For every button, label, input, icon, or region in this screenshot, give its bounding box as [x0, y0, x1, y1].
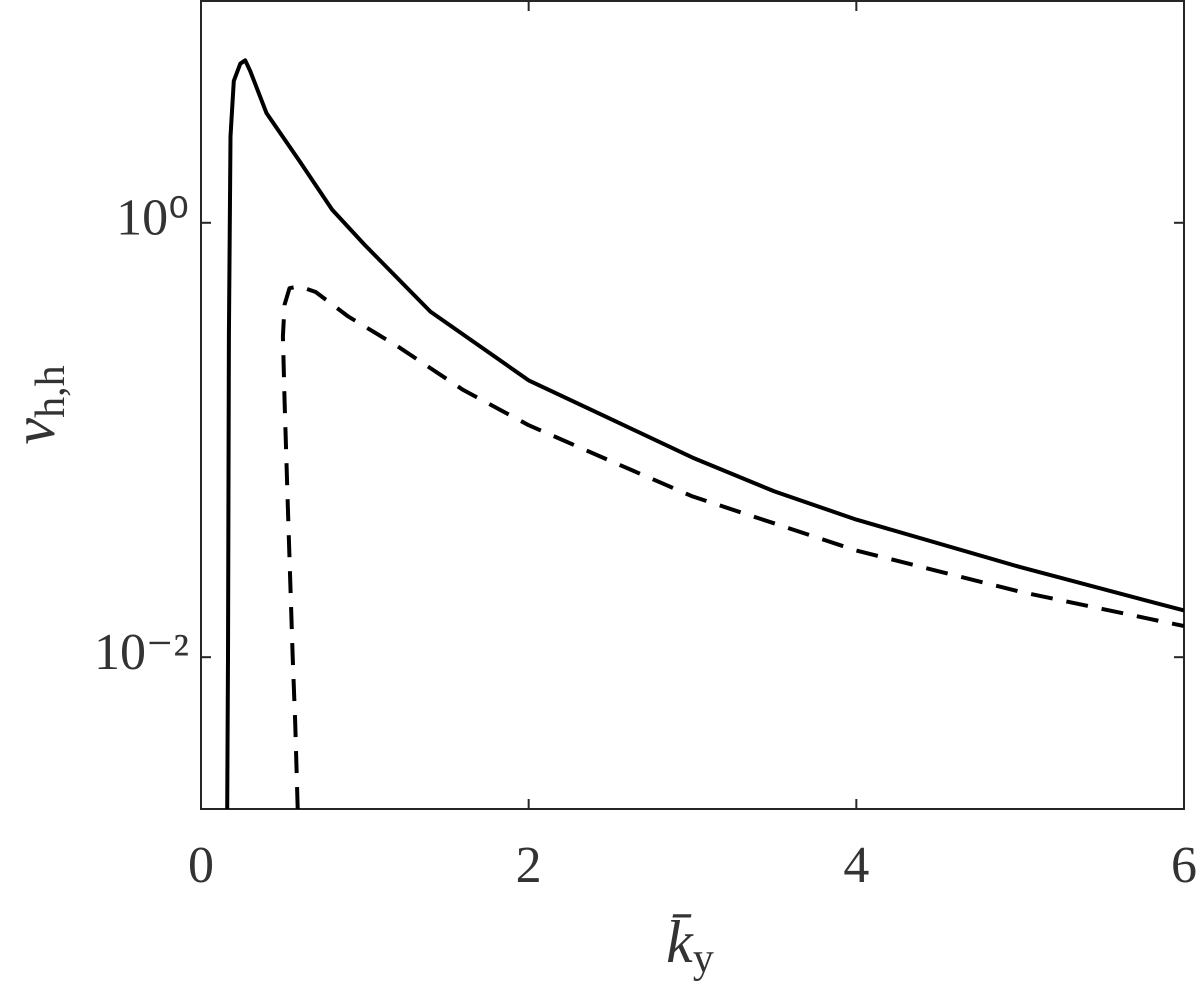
- y-tick-label: 10⁰: [116, 190, 189, 247]
- series-line: [225, 58, 1184, 809]
- x-label-symbol: k̄: [666, 909, 694, 975]
- x-tick-label: 4: [843, 837, 869, 894]
- y-label-subscript: h,h: [28, 365, 74, 418]
- plot-frame: [200, 0, 1185, 810]
- x-axis-label: k̄y: [666, 909, 714, 982]
- series-line: [280, 284, 1184, 809]
- x-label-subscript: y: [693, 936, 714, 982]
- x-tick-label: 2: [516, 837, 542, 894]
- y-axis-label: νh,h: [1, 365, 74, 444]
- x-tick-label: 6: [1171, 837, 1197, 894]
- y-tick-label: 10⁻²: [94, 624, 189, 681]
- y-label-symbol: ν: [1, 418, 67, 445]
- x-tick-label: 0: [188, 837, 214, 894]
